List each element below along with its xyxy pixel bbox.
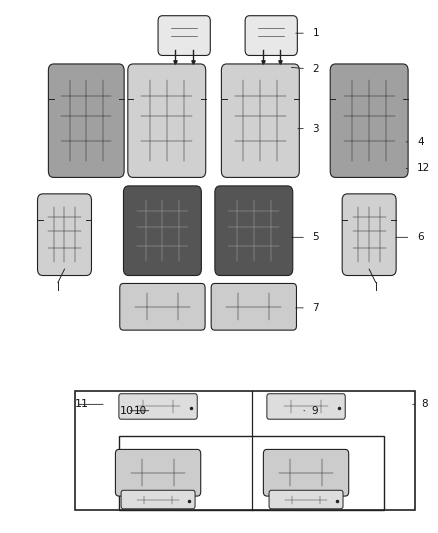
FancyBboxPatch shape [269,490,343,509]
FancyBboxPatch shape [211,284,297,330]
Bar [75,391,415,511]
Text: 1: 1 [313,28,319,38]
FancyBboxPatch shape [221,64,299,177]
FancyBboxPatch shape [128,64,206,177]
Text: 7: 7 [313,303,319,313]
FancyBboxPatch shape [342,194,396,276]
Text: 11: 11 [74,399,88,409]
FancyBboxPatch shape [120,284,205,330]
FancyBboxPatch shape [116,449,201,496]
Text: 6: 6 [417,232,424,243]
FancyBboxPatch shape [158,15,210,55]
Text: 4: 4 [417,137,424,147]
FancyBboxPatch shape [48,64,124,177]
Text: 10: 10 [120,406,134,416]
Text: 8: 8 [421,399,428,409]
FancyBboxPatch shape [119,394,197,419]
Bar [119,436,385,511]
Text: 10: 10 [134,406,147,416]
FancyBboxPatch shape [267,394,345,419]
FancyBboxPatch shape [121,490,195,509]
FancyBboxPatch shape [215,186,293,276]
FancyBboxPatch shape [124,186,201,276]
FancyBboxPatch shape [330,64,408,177]
FancyBboxPatch shape [245,15,297,55]
Text: 9: 9 [311,406,318,416]
FancyBboxPatch shape [263,449,349,496]
Text: 3: 3 [313,124,319,134]
Text: 2: 2 [313,64,319,74]
FancyBboxPatch shape [38,194,92,276]
Text: 5: 5 [313,232,319,243]
Text: 12: 12 [417,164,430,173]
